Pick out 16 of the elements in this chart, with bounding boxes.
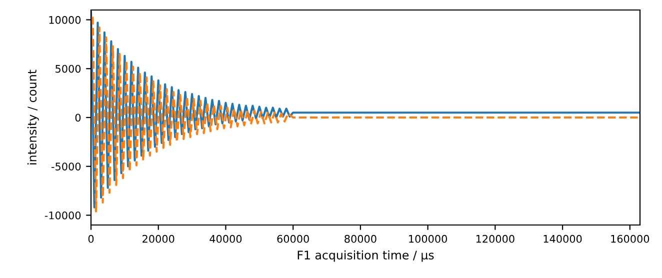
x-tick-label: 80000	[344, 234, 376, 243]
y-tick-label: -5000	[52, 162, 81, 170]
x-tick-label: 100000	[409, 234, 447, 243]
x-tick-label: 140000	[544, 234, 582, 243]
x-tick-label: 0	[88, 234, 94, 243]
y-axis-title: intensity / count	[27, 70, 39, 164]
x-tick-label: 160000	[611, 234, 650, 243]
y-tick-label: 0	[75, 114, 81, 122]
x-tick-label: 40000	[210, 234, 242, 243]
x-tick-label: 120000	[476, 234, 514, 243]
x-tick-label: 20000	[142, 234, 174, 243]
x-tick-label: 60000	[277, 234, 309, 243]
y-tick-label: -10000	[44, 211, 81, 220]
x-axis-title: F1 acquisition time / μs	[298, 250, 434, 262]
y-tick-label: 10000	[49, 16, 81, 24]
y-tick-label: 5000	[56, 64, 81, 73]
